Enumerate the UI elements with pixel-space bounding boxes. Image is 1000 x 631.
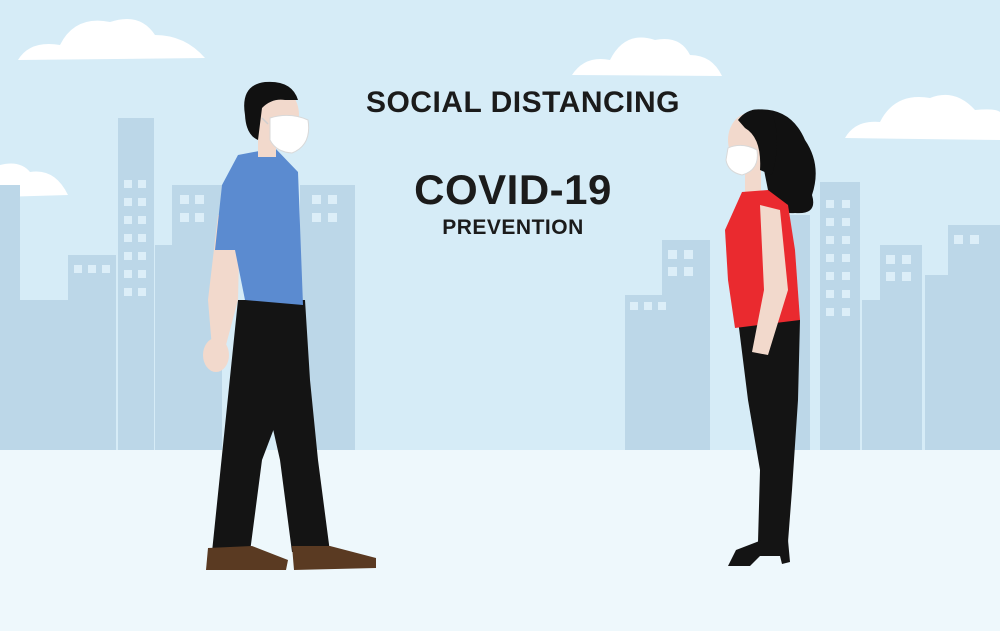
cloud-right [845,94,1000,140]
ground [0,450,1000,631]
covid-headline: COVID-19 [414,166,612,213]
left-skyline [0,118,355,450]
woman-figure [725,109,816,566]
right-windows [630,200,979,316]
clouds [0,18,1000,197]
man-figure [203,81,376,570]
left-windows [74,180,337,296]
cloud-center [572,37,722,76]
prevention-subheadline: PREVENTION [442,216,584,239]
cloud-left [18,18,205,60]
social-distancing-title: SOCIAL DISTANCING [365,86,681,119]
